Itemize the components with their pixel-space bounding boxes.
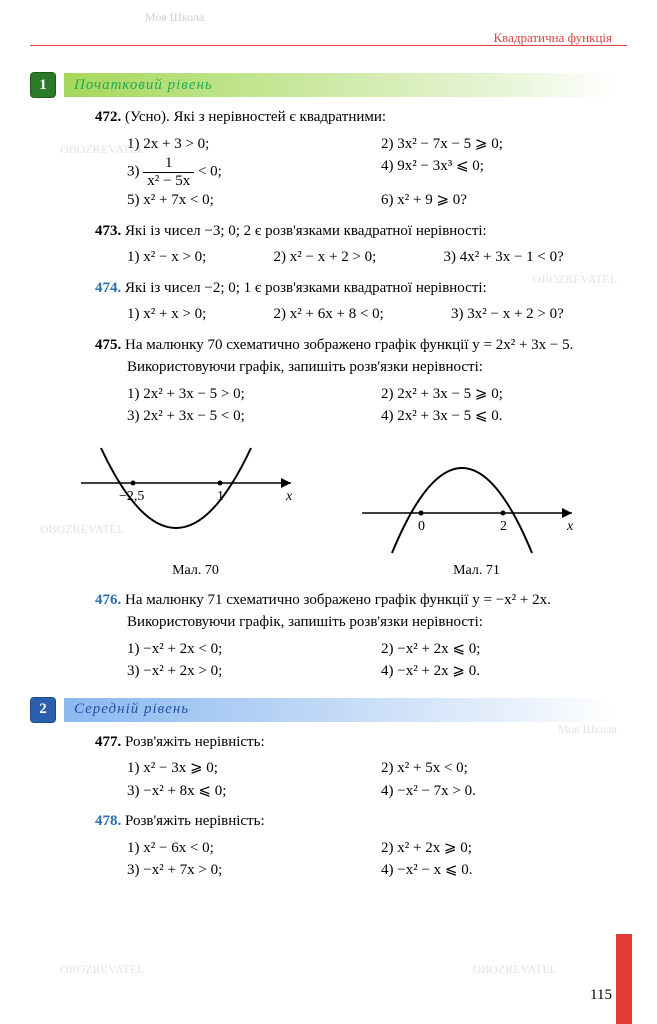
problem-478: 478. Розв'яжіть нерівність: [55,810,617,833]
problem-number: 476. [95,592,121,608]
level-badge-2: 2 [30,697,56,723]
problem-intro: Розв'яжіть нерівність: [125,734,265,750]
watermark: OBOZREVATEL [60,960,144,978]
list-item: 4) −x² − x ⩽ 0. [381,859,617,882]
problem-473-items: 1) x² − x > 0; 2) x² − x + 2 > 0; 3) 4x²… [55,246,617,269]
list-item: 1) −x² + 2x < 0; [127,638,363,661]
problem-477: 477. Розв'яжіть нерівність: [55,731,617,754]
level-title-2: Середній рівень [64,698,617,722]
list-item: 5) x² + 7x < 0; [127,189,363,212]
level-title-1: Початковий рівень [64,73,617,97]
svg-text:2: 2 [500,519,507,534]
list-item: 3) 4x² + 3x − 1 < 0? [444,246,617,269]
chart-caption-71: Мал. 71 [362,560,592,581]
list-item: 4) −x² − 7x > 0. [381,780,617,803]
list-item: 2) −x² + 2x ⩽ 0; [381,638,617,661]
list-item: 1) 2x² + 3x − 5 > 0; [127,383,363,406]
svg-text:x: x [566,519,574,534]
problem-477-items: 1) x² − 3x ⩾ 0; 2) x² + 5x < 0; 3) −x² +… [55,757,617,802]
list-item: 3) 3x² − x + 2 > 0? [451,303,617,326]
svg-text:x: x [285,489,293,504]
list-item: 4) −x² + 2x ⩾ 0. [381,660,617,683]
list-item: 2) x² − x + 2 > 0; [274,246,430,269]
chart-70: −2,5 1 x Мал. 70 [81,438,311,581]
problem-478-items: 1) x² − 6x < 0; 2) x² + 2x ⩾ 0; 3) −x² +… [55,837,617,882]
divider [30,45,627,46]
list-item: 3) 2x² + 3x − 5 < 0; [127,405,363,428]
problem-intro: (Усно). Які з нерівностей є квадратними: [125,109,386,125]
list-item: 1) x² − x > 0; [127,246,260,269]
level-badge-1: 1 [30,72,56,98]
problem-475-items: 1) 2x² + 3x − 5 > 0; 2) 2x² + 3x − 5 ⩾ 0… [55,383,617,428]
list-item: 1) x² − 6x < 0; [127,837,363,860]
page-number: 115 [590,984,612,1007]
list-item: 1) x² − 3x ⩾ 0; [127,757,363,780]
problem-474-items: 1) x² + x > 0; 2) x² + 6x + 8 < 0; 3) 3x… [55,303,617,326]
fraction: 1 x² − 5x [143,155,194,189]
list-item: 4) 2x² + 3x − 5 ⩽ 0. [381,405,617,428]
list-item: 2) x² + 2x ⩾ 0; [381,837,617,860]
list-item: 3) −x² + 7x > 0; [127,859,363,882]
problem-473: 473. Які із чисел −3; 0; 2 є розв'язками… [55,220,617,243]
problem-intro: На малюнку 70 схематично зображено графі… [125,337,573,376]
problem-number: 477. [95,734,121,750]
list-item: 3) 1 x² − 5x < 0; [127,155,363,189]
list-item: 6) x² + 9 ⩾ 0? [381,189,617,212]
chart-caption-70: Мал. 70 [81,560,311,581]
page-tab [616,934,632,1024]
svg-text:1: 1 [217,489,224,504]
problem-476: 476. На малюнку 71 схематично зображено … [55,589,617,634]
list-item: 3) −x² + 8x ⩽ 0; [127,780,363,803]
charts-row: −2,5 1 x Мал. 70 0 2 x Мал. 71 [55,438,617,581]
problem-intro: На малюнку 71 схематично зображено графі… [125,592,551,631]
list-item: 3) −x² + 2x > 0; [127,660,363,683]
problem-number: 473. [95,223,121,239]
problem-472: 472. (Усно). Які з нерівностей є квадрат… [55,106,617,129]
chart-71: 0 2 x Мал. 71 [362,438,592,581]
problem-number: 472. [95,109,121,125]
svg-text:0: 0 [418,519,425,534]
problem-intro: Які із чисел −3; 0; 2 є розв'язками квад… [125,223,487,239]
list-item: 2) 3x² − 7x − 5 ⩾ 0; [381,133,617,156]
level-header-2: 2 Середній рівень [30,697,617,723]
problem-472-items: 1) 2x + 3 > 0; 2) 3x² − 7x − 5 ⩾ 0; 3) 1… [55,133,617,212]
problem-number: 478. [95,813,121,829]
problem-number: 475. [95,337,121,353]
watermark: OBOZREVATEL [473,960,557,978]
svg-text:−2,5: −2,5 [119,489,144,504]
list-item: 4) 9x² − 3x³ ⩽ 0; [381,155,617,189]
problem-476-items: 1) −x² + 2x < 0; 2) −x² + 2x ⩽ 0; 3) −x²… [55,638,617,683]
list-item: 2) x² + 5x < 0; [381,757,617,780]
list-item: 2) x² + 6x + 8 < 0; [274,303,437,326]
list-item: 1) x² + x > 0; [127,303,260,326]
parabola-up-svg: −2,5 1 x [81,438,311,558]
level-header-1: 1 Початковий рівень [30,72,617,98]
parabola-down-svg: 0 2 x [362,438,592,558]
problem-475: 475. На малюнку 70 схематично зображено … [55,334,617,379]
problem-474: 474. Які із чисел −2; 0; 1 є розв'язками… [55,277,617,300]
list-item: 2) 2x² + 3x − 5 ⩾ 0; [381,383,617,406]
problem-intro: Розв'яжіть нерівність: [125,813,265,829]
problem-number: 474. [95,280,121,296]
list-item: 1) 2x + 3 > 0; [127,133,363,156]
watermark: Моя Школа [145,8,204,26]
problem-intro: Які із чисел −2; 0; 1 є розв'язками квад… [125,280,487,296]
